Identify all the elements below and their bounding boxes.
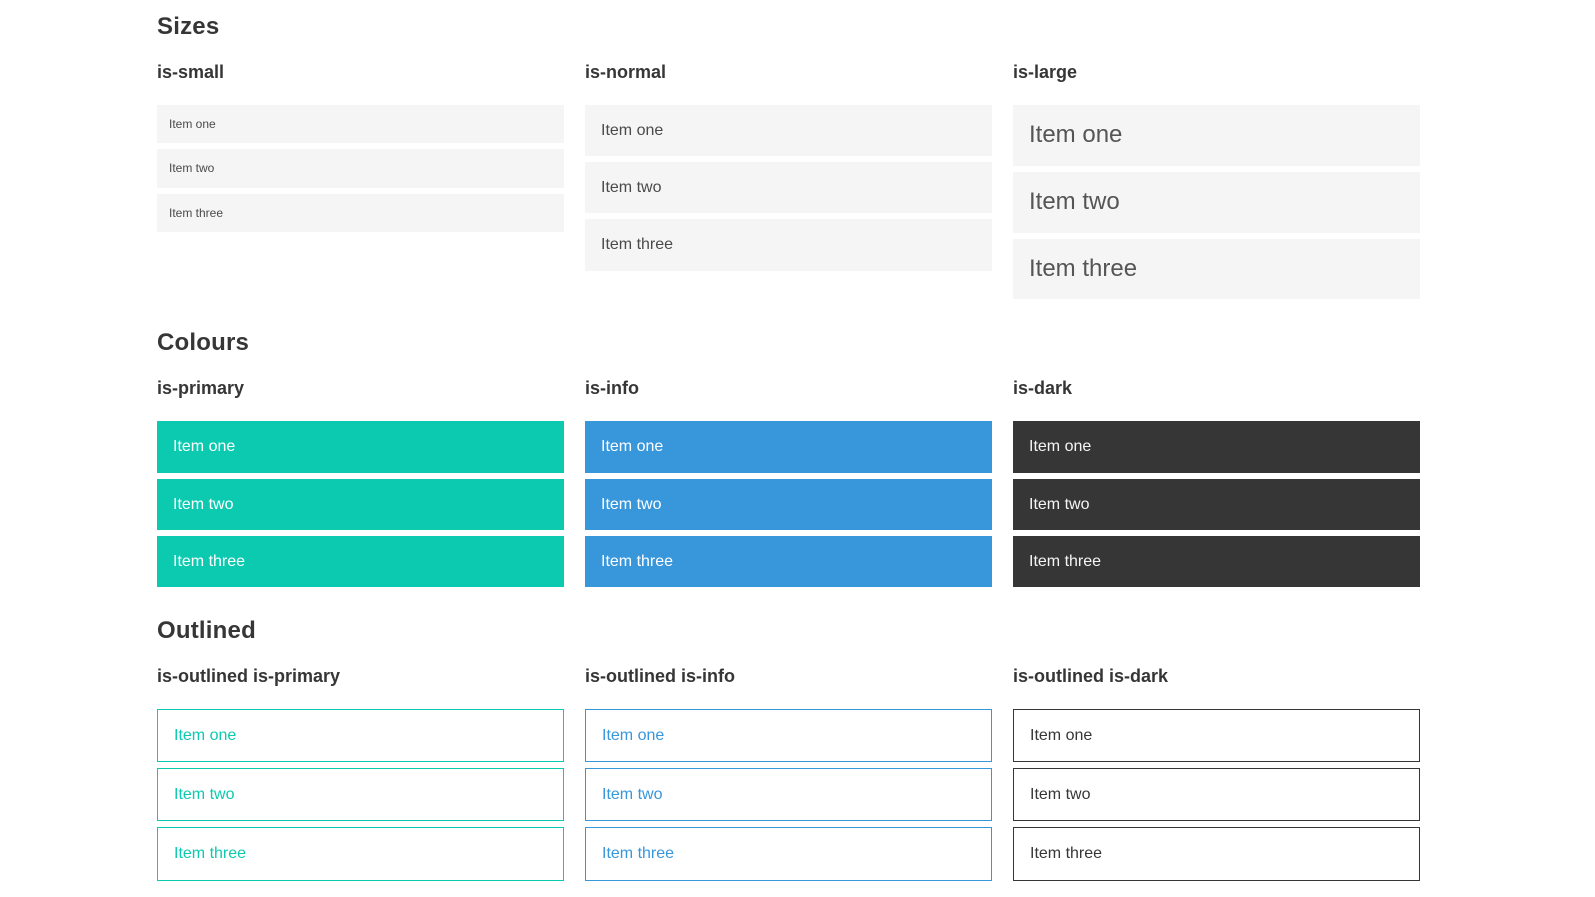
list-item[interactable]: Item two xyxy=(157,768,564,822)
list-item[interactable]: Item two xyxy=(157,478,564,530)
variant-label: is-dark xyxy=(1013,378,1073,399)
section-outlined: Outlined is-outlined is-primary Item one… xyxy=(157,616,1420,887)
list-item[interactable]: Item one xyxy=(157,421,564,473)
list-item[interactable]: Item two xyxy=(585,478,992,530)
item-list-primary: Item one Item two Item three xyxy=(157,421,564,587)
list-item[interactable]: Item three xyxy=(585,219,992,271)
variant-label: is-primary xyxy=(157,378,245,399)
variant-label: is-normal xyxy=(585,62,667,82)
list-item[interactable]: Item one xyxy=(1013,105,1420,166)
list-item[interactable]: Item one xyxy=(1013,421,1420,473)
list-item[interactable]: Item three xyxy=(157,827,564,881)
list-item[interactable]: Item one xyxy=(157,708,564,763)
list-item[interactable]: Item three xyxy=(585,827,992,881)
list-item[interactable]: Item one xyxy=(585,421,992,473)
variant-label: is-outlined is-dark xyxy=(1013,665,1169,686)
list-item[interactable]: Item one xyxy=(585,105,992,157)
list-item[interactable]: Item two xyxy=(1013,478,1420,530)
variant-label: is-large xyxy=(1013,62,1078,82)
column-primary: is-primary Item one Item two Item three xyxy=(157,379,564,593)
column-info: is-info Item one Item two Item three xyxy=(585,379,992,593)
column-outlined-primary: is-outlined is-primary Item one Item two… xyxy=(157,667,564,887)
list-item[interactable]: Item two xyxy=(585,768,992,822)
column-dark: is-dark Item one Item two Item three xyxy=(1013,379,1420,593)
list-item[interactable]: Item one xyxy=(1013,708,1420,763)
list-item[interactable]: Item one xyxy=(157,105,564,144)
list-item[interactable]: Item three xyxy=(1013,535,1420,587)
columns-row: is-small Item one Item two Item three is… xyxy=(157,63,1420,305)
section-title: Outlined xyxy=(157,616,256,644)
item-list-outlined-dark: Item one Item two Item three xyxy=(1013,708,1420,881)
section-title: Colours xyxy=(157,329,250,357)
variant-label: is-outlined is-info xyxy=(585,665,735,686)
column-small: is-small Item one Item two Item three xyxy=(157,63,564,305)
item-list-dark: Item one Item two Item three xyxy=(1013,421,1420,587)
section-title: Sizes xyxy=(157,13,220,40)
item-list-info: Item one Item two Item three xyxy=(585,421,992,587)
list-item[interactable]: Item three xyxy=(1013,238,1420,300)
section-sizes: Sizes is-small Item one Item two Item th… xyxy=(157,15,1420,305)
column-normal: is-normal Item one Item two Item three xyxy=(585,63,992,305)
item-list-large: Item one Item two Item three xyxy=(1013,105,1420,300)
list-item[interactable]: Item three xyxy=(157,193,564,233)
list-item[interactable]: Item three xyxy=(157,535,564,587)
item-list-outlined-primary: Item one Item two Item three xyxy=(157,708,564,881)
item-list-small: Item one Item two Item three xyxy=(157,105,564,233)
columns-row: is-primary Item one Item two Item three … xyxy=(157,379,1420,593)
list-item[interactable]: Item one xyxy=(585,708,992,763)
list-item[interactable]: Item three xyxy=(585,535,992,587)
column-outlined-info: is-outlined is-info Item one Item two It… xyxy=(585,667,992,887)
variant-label: is-small xyxy=(157,62,225,82)
sections-container: Sizes is-small Item one Item two Item th… xyxy=(157,15,1420,887)
list-item[interactable]: Item three xyxy=(1013,827,1420,881)
list-item[interactable]: Item two xyxy=(1013,171,1420,233)
list-item[interactable]: Item two xyxy=(1013,768,1420,822)
variant-label: is-info xyxy=(585,378,639,399)
list-item[interactable]: Item two xyxy=(157,149,564,188)
variant-label: is-outlined is-primary xyxy=(157,665,341,686)
column-outlined-dark: is-outlined is-dark Item one Item two It… xyxy=(1013,667,1420,887)
column-large: is-large Item one Item two Item three xyxy=(1013,63,1420,305)
columns-row: is-outlined is-primary Item one Item two… xyxy=(157,667,1420,887)
item-list-normal: Item one Item two Item three xyxy=(585,105,992,271)
item-list-outlined-info: Item one Item two Item three xyxy=(585,708,992,881)
list-item[interactable]: Item two xyxy=(585,162,992,214)
section-colours: Colours is-primary Item one Item two Ite… xyxy=(157,331,1420,593)
